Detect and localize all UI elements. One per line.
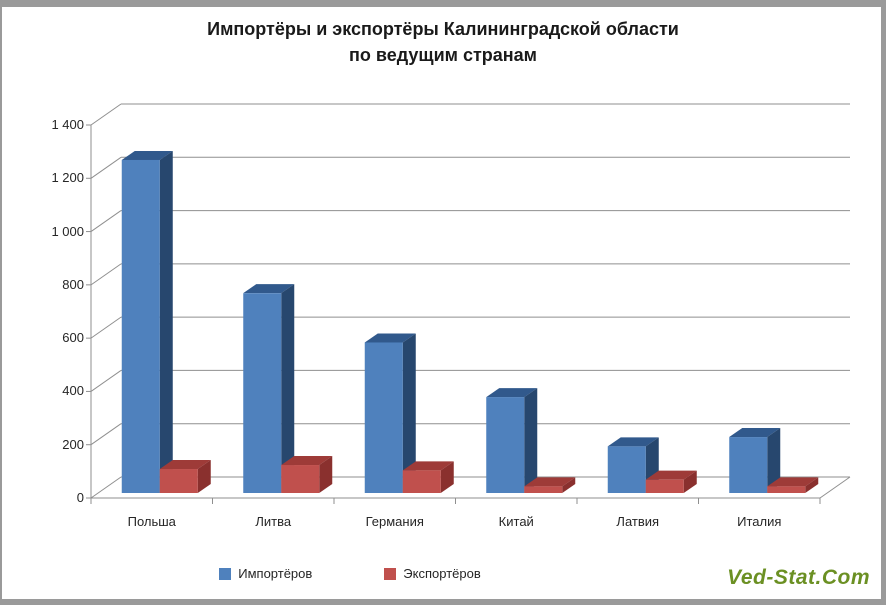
bar-side-Экспортёров-Италия	[805, 477, 819, 493]
bar-Экспортёров-Германия	[402, 470, 441, 493]
bar-side-Экспортёров-Китай	[562, 477, 576, 493]
legend-item-1: Импортёров	[219, 566, 312, 581]
y-axis-label: 400	[62, 383, 84, 399]
frame-left-strip	[0, 0, 2, 605]
y-axis-label: 0	[76, 490, 84, 505]
x-axis-label-3: Германия	[365, 514, 424, 529]
bar-top-Импортёров-Латвия	[607, 437, 659, 447]
legend-label: Импортёров	[238, 566, 313, 581]
legend-item-2: Экспортёров	[384, 566, 481, 581]
gridline-diagonal	[90, 156, 122, 179]
y-axis-label: 600	[62, 330, 84, 346]
bar-Импортёров-Италия	[729, 437, 768, 493]
legend-swatch-icon	[219, 567, 232, 580]
bar-side-Импортёров-Литва	[281, 284, 295, 493]
bar-top-Экспортёров-Германия	[402, 461, 454, 471]
frame-bottom-strip	[0, 599, 886, 605]
bar-Импортёров-Латвия	[607, 446, 646, 493]
y-axis-label: 1 000	[51, 223, 84, 239]
bar-side-Экспортёров-Германия	[440, 461, 454, 493]
gridline-diagonal	[90, 103, 122, 126]
gridline-diagonal	[90, 210, 122, 232]
bar-side-Импортёров-Германия	[402, 333, 416, 493]
bar-top-Импортёров-Польша	[121, 150, 173, 160]
x-axis-label-2: Литва	[255, 514, 292, 529]
legend-label: Экспортёров	[403, 566, 481, 581]
bar-Импортёров-Китай	[486, 397, 525, 493]
bar-top-Экспортёров-Литва	[281, 456, 333, 466]
bar-Экспортёров-Китай	[524, 486, 563, 493]
gridline-diagonal	[90, 476, 122, 499]
bar-top-Импортёров-Германия	[364, 333, 416, 343]
bar-Импортёров-Германия	[364, 342, 403, 493]
bar-top-Экспортёров-Польша	[159, 460, 211, 470]
gridline-diagonal	[90, 423, 122, 446]
bar-Экспортёров-Италия	[767, 486, 806, 493]
bar-side-Экспортёров-Литва	[319, 456, 333, 493]
chart-title-line2: по ведущим странам	[349, 45, 537, 65]
bar-side-Импортёров-Польша	[159, 150, 173, 493]
bar-side-Импортёров-Италия	[767, 428, 781, 493]
y-axis-label: 1 200	[51, 170, 84, 186]
bar-top-Экспортёров-Италия	[767, 477, 819, 487]
x-axis-label-1: Польша	[127, 514, 176, 529]
bar-top-Импортёров-Италия	[729, 428, 781, 438]
frame-top-strip	[0, 0, 886, 7]
legend-swatch-icon	[384, 567, 397, 580]
gridline-diagonal	[90, 263, 122, 286]
bar-top-Экспортёров-Латвия	[645, 470, 697, 480]
bar-Экспортёров-Польша	[159, 469, 198, 493]
bar-side-Экспортёров-Польша	[197, 460, 211, 493]
x-axis-label-5: Латвия	[616, 514, 660, 529]
bar-top-Импортёров-Литва	[243, 284, 295, 294]
gridline-diagonal	[90, 370, 122, 392]
x-axis-label-6: Италия	[737, 514, 782, 529]
frame-right-strip	[881, 0, 886, 605]
bar-side-Экспортёров-Латвия	[683, 470, 697, 493]
y-axis-label: 800	[62, 276, 84, 292]
bar-top-Экспортёров-Китай	[524, 477, 576, 487]
bar-top-Импортёров-Китай	[486, 388, 538, 398]
bar-side-Импортёров-Китай	[524, 388, 538, 493]
y-axis-label: 1 400	[51, 117, 84, 132]
floor-right-diagonal	[819, 476, 851, 499]
bar-Импортёров-Литва	[243, 293, 282, 493]
y-axis-label: 200	[62, 436, 84, 452]
bar-Импортёров-Польша	[121, 159, 160, 493]
chart-title-line1: Импортёры и экспортёры Калининградской о…	[207, 19, 679, 39]
x-axis-label-4: Китай	[498, 514, 534, 529]
watermark-logo: Ved-Stat.Com	[727, 566, 870, 589]
chart-title: Импортёры и экспортёры Калининградской о…	[0, 16, 886, 68]
bar-Экспортёров-Литва	[281, 465, 320, 493]
legend: Импортёров Экспортёров	[0, 566, 700, 581]
bar-Экспортёров-Латвия	[645, 479, 684, 493]
gridline-diagonal	[90, 316, 122, 339]
